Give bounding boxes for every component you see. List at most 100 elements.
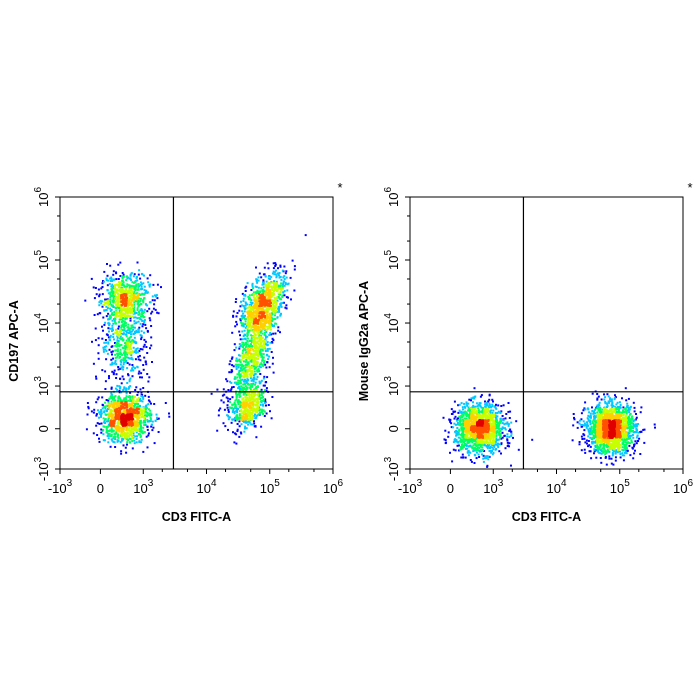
- event-dot: [117, 413, 120, 416]
- event-dot: [247, 315, 250, 318]
- event-dot: [105, 341, 108, 344]
- event-dot: [604, 400, 607, 403]
- event-dot: [113, 422, 116, 425]
- event-dot: [242, 353, 245, 356]
- event-dot: [117, 342, 120, 345]
- event-dot: [141, 348, 144, 351]
- event-dot: [250, 409, 253, 412]
- event-dot: [136, 347, 139, 350]
- event-dot: [110, 278, 113, 281]
- event-dot: [262, 291, 265, 294]
- event-dot: [275, 302, 278, 305]
- event-dot: [119, 402, 122, 405]
- y-tick-label: 106: [33, 187, 51, 207]
- event-dot: [241, 341, 244, 344]
- event-dot: [107, 425, 110, 428]
- event-dot: [262, 391, 265, 394]
- event-dot: [143, 285, 146, 288]
- event-dot: [580, 418, 583, 421]
- event-dot: [152, 307, 155, 310]
- event-dot: [127, 418, 130, 421]
- event-dot: [121, 413, 124, 416]
- event-dot: [627, 407, 630, 409]
- event-dot: [109, 277, 112, 280]
- event-dot: [115, 356, 118, 359]
- event-dot: [458, 415, 461, 418]
- event-dot: [267, 303, 270, 306]
- event-dot: [250, 339, 253, 342]
- event-dot: [257, 312, 259, 315]
- event-dot: [100, 287, 103, 290]
- event-dot: [254, 417, 257, 420]
- event-dot: [118, 321, 121, 323]
- event-dot: [122, 388, 125, 391]
- event-dot: [268, 308, 271, 311]
- event-dot: [243, 388, 246, 391]
- event-dot: [254, 340, 256, 343]
- event-dot: [255, 278, 258, 281]
- event-dot: [582, 420, 585, 423]
- event-dot: [603, 406, 606, 409]
- event-dot: [587, 424, 589, 427]
- event-dot: [278, 276, 281, 279]
- event-dot: [146, 412, 149, 414]
- event-dot: [243, 367, 246, 370]
- event-dot: [628, 432, 631, 435]
- event-dot: [619, 404, 622, 406]
- event-dot: [136, 303, 139, 306]
- event-dot: [261, 344, 264, 347]
- event-dot: [240, 354, 243, 357]
- event-dot: [239, 319, 242, 322]
- event-dot: [210, 392, 213, 395]
- event-dot: [135, 312, 138, 314]
- event-dot: [125, 387, 128, 390]
- event-dot: [128, 421, 131, 424]
- event-dot: [121, 353, 124, 356]
- event-dot: [118, 309, 121, 312]
- event-dot: [131, 324, 134, 327]
- event-dot: [143, 319, 146, 322]
- event-dot: [282, 283, 284, 286]
- event-dot: [123, 403, 126, 406]
- event-dot: [238, 347, 241, 350]
- event-dot: [149, 418, 152, 421]
- event-dot: [258, 370, 261, 373]
- event-dot: [233, 441, 236, 444]
- event-dot: [254, 319, 257, 322]
- event-dot: [144, 394, 147, 397]
- event-dot: [258, 293, 261, 296]
- event-dot: [137, 320, 140, 323]
- event-dot: [247, 298, 250, 301]
- event-dot: [138, 326, 141, 329]
- event-dot: [246, 348, 249, 351]
- event-dot: [134, 284, 137, 287]
- event-dot: [135, 441, 138, 444]
- event-dot: [120, 316, 123, 319]
- event-dot: [293, 289, 296, 292]
- event-dot: [131, 340, 133, 343]
- event-dot: [588, 411, 591, 414]
- event-dot: [134, 332, 137, 335]
- event-dot: [249, 397, 251, 400]
- event-dot: [127, 429, 130, 432]
- event-dot: [132, 430, 135, 433]
- event-dot: [115, 345, 118, 348]
- event-dot: [96, 422, 99, 425]
- event-dot: [243, 407, 246, 410]
- event-dot: [258, 310, 260, 313]
- event-dot: [456, 430, 459, 433]
- event-dot: [98, 293, 101, 296]
- event-dot: [247, 319, 250, 322]
- event-dot: [240, 358, 243, 361]
- event-dot: [235, 395, 238, 398]
- event-dot: [589, 450, 592, 453]
- event-dot: [275, 303, 278, 306]
- event-dot: [117, 263, 120, 266]
- event-dot: [274, 322, 277, 325]
- event-dot: [139, 407, 142, 409]
- event-dot: [279, 293, 281, 296]
- event-dot: [87, 407, 90, 410]
- event-dot: [111, 280, 114, 282]
- event-dot: [128, 380, 131, 383]
- event-dot: [121, 300, 124, 303]
